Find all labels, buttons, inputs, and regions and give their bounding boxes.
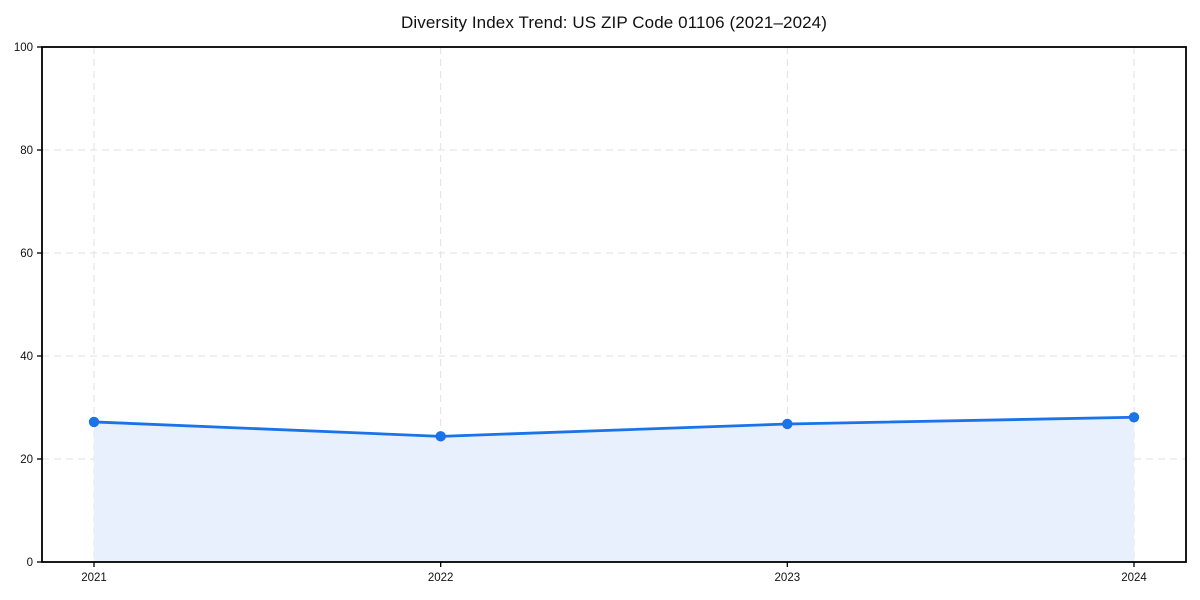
x-tick-label: 2023	[775, 572, 801, 584]
area-fill	[94, 417, 1134, 562]
y-tick-label: 60	[20, 248, 33, 260]
x-tick-label: 2024	[1121, 572, 1147, 584]
trend-line	[92, 415, 1136, 438]
y-tick-label: 20	[20, 454, 33, 466]
data-point-2022	[435, 431, 446, 442]
x-tick-label: 2022	[428, 572, 454, 584]
y-tick-label: 100	[14, 42, 33, 54]
plot-border	[41, 46, 1187, 563]
data-point-2023	[782, 418, 793, 430]
y-tick-label: 80	[20, 145, 33, 157]
x-tick-label: 2021	[81, 572, 107, 584]
data-point-2021	[88, 416, 100, 428]
data-point-2024	[1128, 412, 1140, 423]
y-tick-label: 0	[27, 557, 33, 569]
y-tick-label: 40	[20, 351, 33, 363]
chart-title: Diversity Index Trend: US ZIP Code 01106…	[400, 13, 828, 32]
